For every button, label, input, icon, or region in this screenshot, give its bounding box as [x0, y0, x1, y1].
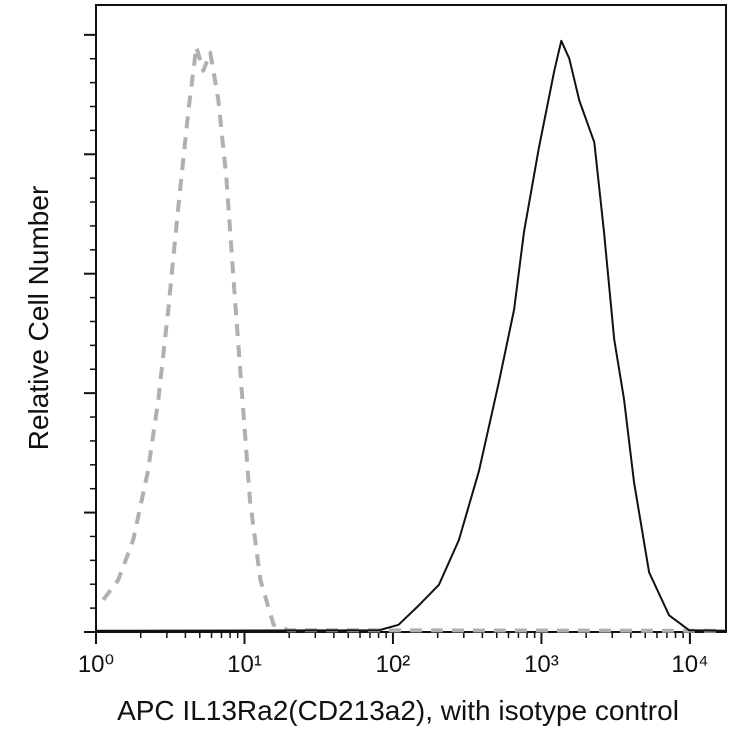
x-tick-label: 10⁰: [78, 651, 114, 678]
y-axis-title: Relative Cell Number: [23, 186, 54, 451]
x-tick-label: 10¹: [227, 651, 262, 678]
x-tick-label: 10²: [376, 651, 411, 678]
histogram-line: [95, 39, 727, 632]
histogram-line: [101, 44, 720, 633]
x-tick-label: 10⁴: [671, 651, 708, 678]
x-tick-label: 10³: [524, 651, 559, 678]
x-axis-title: APC IL13Ra2(CD213a2), with isotype contr…: [117, 695, 679, 726]
